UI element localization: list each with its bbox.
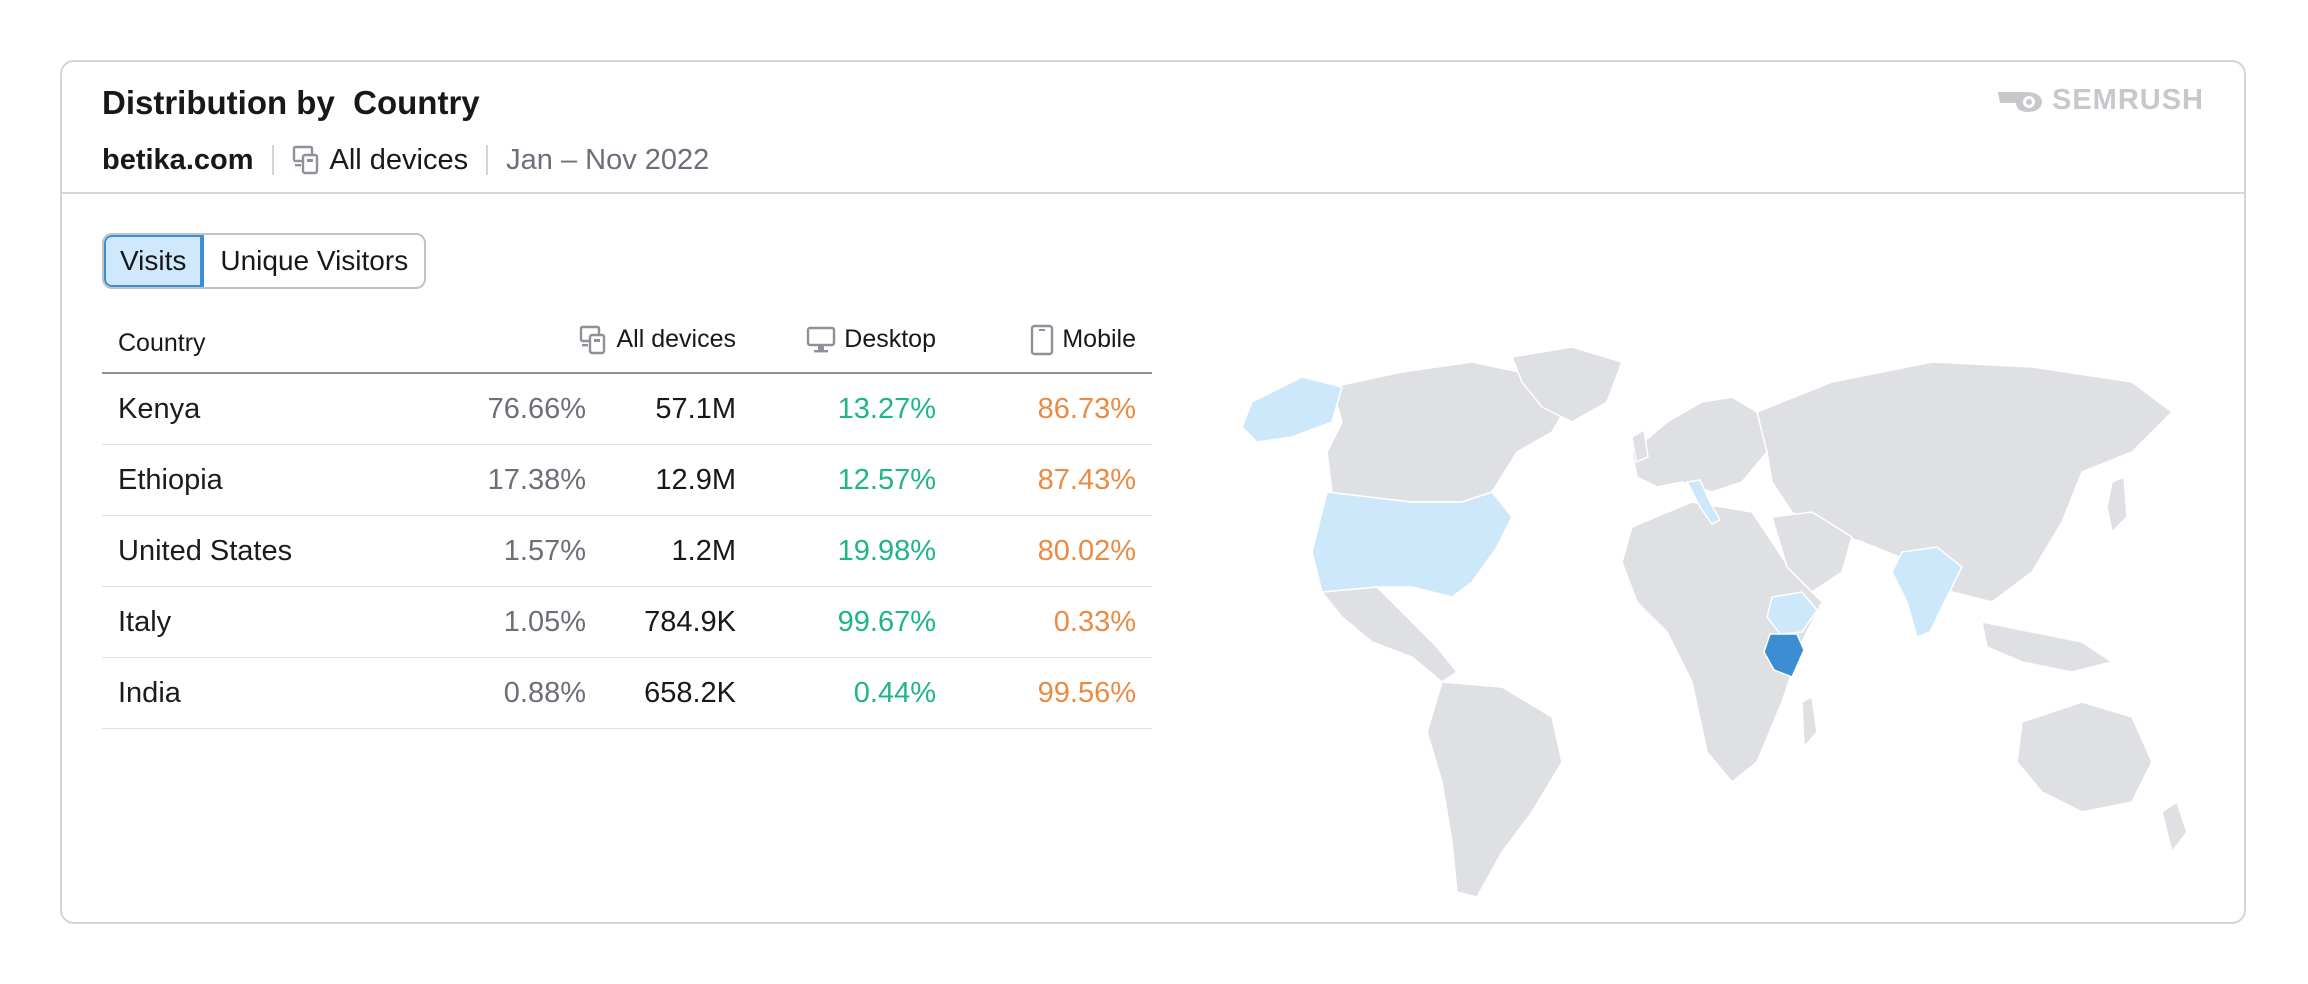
mobile-share: 87.43% — [952, 444, 1152, 516]
col-header-mobile[interactable]: Mobile — [952, 314, 1152, 374]
devices-icon — [579, 325, 605, 354]
traffic-share: 17.38% — [422, 444, 602, 516]
country-name[interactable]: Italy — [102, 586, 422, 658]
map-region-united-states[interactable] — [1311, 491, 1513, 598]
table-header-row: Country All devices — [102, 314, 1152, 374]
logo-wordmark: SEMRUSH — [2051, 83, 2204, 116]
map-region-kenya[interactable] — [1763, 633, 1805, 678]
desktop-share: 0.44% — [752, 657, 952, 729]
map-region-italy[interactable] — [1685, 479, 1722, 525]
map-region-australia[interactable] — [2016, 701, 2153, 813]
semrush-flame-icon — [1997, 92, 2042, 112]
traffic-volume: 658.2K — [602, 657, 752, 729]
country-name[interactable]: Kenya — [102, 373, 422, 445]
map-region-south-america[interactable] — [1426, 681, 1563, 898]
map-region-india[interactable] — [1891, 546, 1963, 638]
country-name[interactable]: United States — [102, 515, 422, 587]
table-row[interactable]: Ethiopia 17.38% 12.9M 12.57% 87.43% — [102, 444, 1152, 516]
card-header: Distribution by Country betika.com All d… — [62, 62, 2244, 194]
map-region-mexico[interactable] — [1320, 586, 1459, 683]
devices-icon — [292, 145, 318, 175]
desktop-share: 13.27% — [752, 373, 952, 445]
toggle-unique-visitors[interactable]: Unique Visitors — [220, 245, 409, 276]
distribution-card: Distribution by Country betika.com All d… — [60, 60, 2246, 924]
mobile-icon — [1031, 324, 1054, 355]
map-region-africa[interactable] — [1621, 501, 1823, 784]
metric-toggle: Visits Unique Visitors — [102, 233, 427, 289]
toggle-visits[interactable]: Visits — [104, 235, 205, 287]
table-row[interactable]: Kenya 76.66% 57.1M 13.27% 86.73% — [102, 373, 1152, 445]
mobile-share: 86.73% — [952, 373, 1152, 445]
card-title: Distribution by Country — [102, 84, 480, 121]
traffic-volume: 12.9M — [602, 444, 752, 516]
desktop-icon — [807, 326, 836, 353]
meta-divider — [271, 145, 274, 175]
col-header-country[interactable]: Country — [102, 314, 422, 374]
country-table: Country All devices — [102, 314, 1152, 729]
domain-label: betika.com — [102, 143, 254, 176]
col-header-all-devices-label: All devices — [616, 325, 737, 353]
semrush-logo: SEMRUSH — [1996, 78, 2204, 122]
map-region-new-zealand[interactable] — [2161, 800, 2188, 854]
meta-divider — [486, 145, 489, 175]
traffic-share: 76.66% — [422, 373, 602, 445]
mobile-share: 80.02% — [952, 515, 1152, 587]
traffic-share: 1.05% — [422, 586, 602, 658]
col-header-mobile-label: Mobile — [1062, 325, 1136, 353]
table-row[interactable]: United States 1.57% 1.2M 19.98% 80.02% — [102, 515, 1152, 587]
map-region-ethiopia[interactable] — [1766, 591, 1818, 635]
device-label: All devices — [329, 143, 469, 176]
map-region-southeast-asia[interactable] — [1981, 621, 2114, 673]
map-region-greenland[interactable] — [1510, 346, 1623, 423]
traffic-share: 0.88% — [422, 657, 602, 729]
traffic-volume: 784.9K — [602, 586, 752, 658]
map-region-europe[interactable] — [1631, 396, 1768, 493]
desktop-share: 99.67% — [752, 586, 952, 658]
traffic-share: 1.57% — [422, 515, 602, 587]
map-region-japan[interactable] — [2106, 475, 2128, 534]
mobile-share: 0.33% — [952, 586, 1152, 658]
map-region-uk[interactable] — [1631, 428, 1649, 464]
device-selector[interactable]: All devices — [292, 143, 469, 177]
desktop-share: 19.98% — [752, 515, 952, 587]
col-header-all-devices[interactable]: All devices — [422, 314, 752, 374]
map-region-middle-east[interactable] — [1771, 511, 1853, 593]
table-row[interactable]: India 0.88% 658.2K 0.44% 99.56% — [102, 657, 1152, 729]
desktop-share: 12.57% — [752, 444, 952, 516]
col-header-desktop-label: Desktop — [844, 325, 936, 354]
traffic-volume: 1.2M — [602, 515, 752, 587]
table-row[interactable]: Italy 1.05% 784.9K 99.67% 0.33% — [102, 586, 1152, 658]
report-meta: betika.com All devices Jan – Nov 2022 — [102, 140, 709, 180]
country-name[interactable]: Ethiopia — [102, 444, 422, 516]
traffic-volume: 57.1M — [602, 373, 752, 445]
map-region-madagascar[interactable] — [1801, 695, 1818, 749]
world-map — [1241, 346, 2188, 898]
mobile-share: 99.56% — [952, 657, 1152, 729]
col-header-desktop[interactable]: Desktop — [752, 314, 952, 374]
period-label: Jan – Nov 2022 — [506, 143, 710, 176]
country-name[interactable]: India — [102, 657, 422, 729]
map-region-alaska[interactable] — [1241, 376, 1343, 443]
map-region-asia[interactable] — [1756, 361, 2174, 603]
